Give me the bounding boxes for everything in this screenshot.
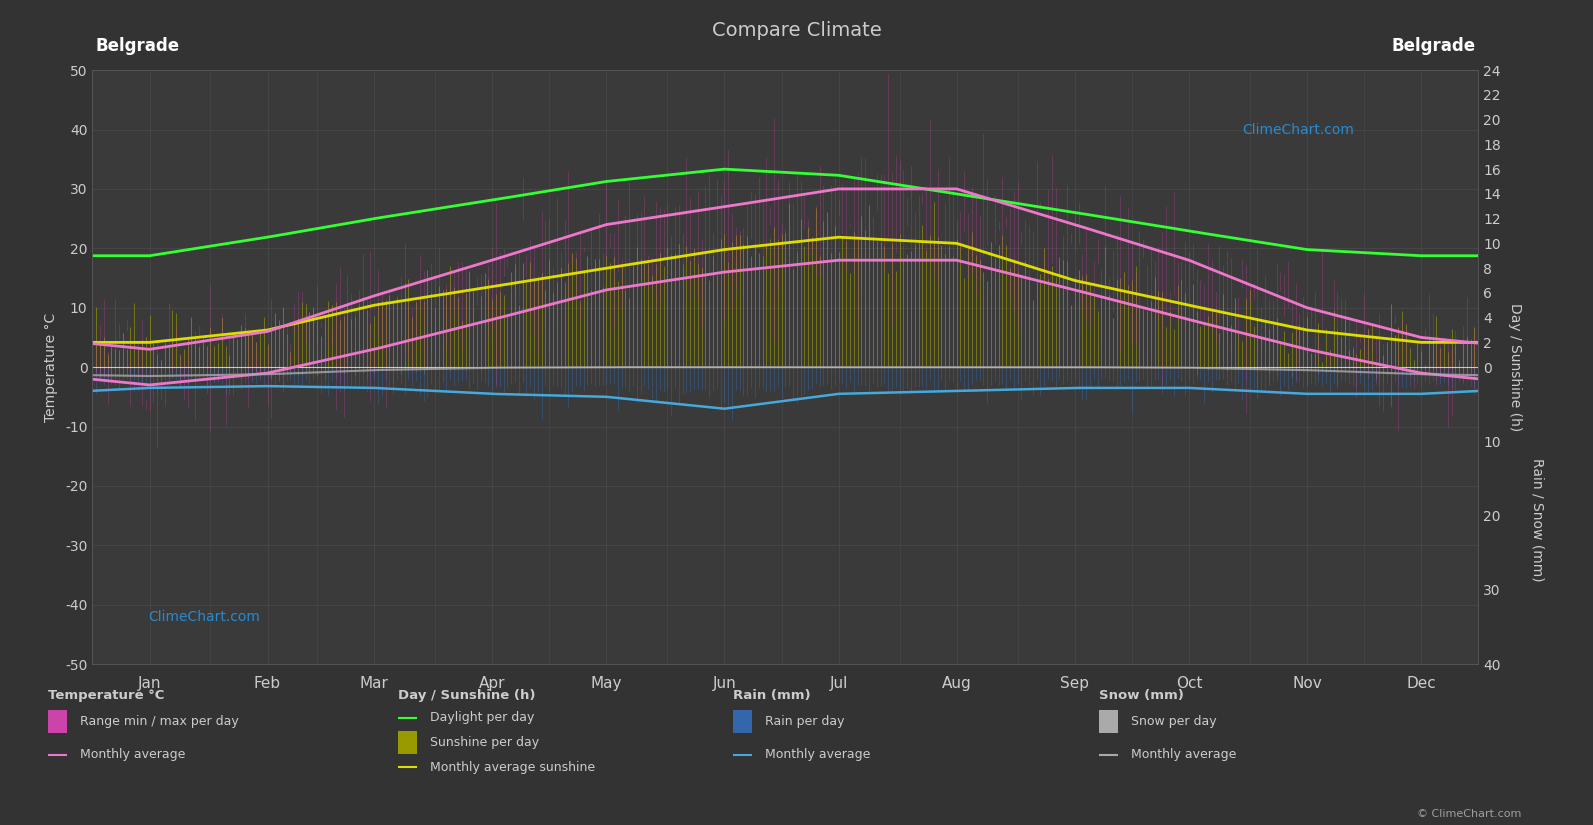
Text: Snow (mm): Snow (mm)	[1099, 689, 1184, 702]
Text: Temperature °C: Temperature °C	[48, 689, 164, 702]
Text: Sunshine per day: Sunshine per day	[430, 736, 540, 749]
Text: Range min / max per day: Range min / max per day	[80, 715, 239, 728]
Text: Snow per day: Snow per day	[1131, 715, 1217, 728]
Text: Monthly average: Monthly average	[765, 748, 870, 761]
Text: Monthly average: Monthly average	[80, 748, 185, 761]
Text: Day / Sunshine (h): Day / Sunshine (h)	[398, 689, 535, 702]
Y-axis label: Day / Sunshine (h): Day / Sunshine (h)	[1507, 303, 1521, 431]
Text: Daylight per day: Daylight per day	[430, 711, 535, 724]
Text: Belgrade: Belgrade	[96, 37, 180, 55]
Text: Monthly average sunshine: Monthly average sunshine	[430, 761, 596, 774]
Text: ClimeChart.com: ClimeChart.com	[1243, 123, 1354, 136]
Text: Rain / Snow (mm): Rain / Snow (mm)	[1531, 458, 1544, 582]
Text: Belgrade: Belgrade	[1391, 37, 1475, 55]
Text: Rain per day: Rain per day	[765, 715, 844, 728]
Y-axis label: Temperature °C: Temperature °C	[45, 313, 57, 422]
Text: Monthly average: Monthly average	[1131, 748, 1236, 761]
Text: Rain (mm): Rain (mm)	[733, 689, 811, 702]
Text: ClimeChart.com: ClimeChart.com	[148, 610, 260, 624]
Text: © ClimeChart.com: © ClimeChart.com	[1416, 808, 1521, 818]
Text: Compare Climate: Compare Climate	[712, 21, 881, 40]
